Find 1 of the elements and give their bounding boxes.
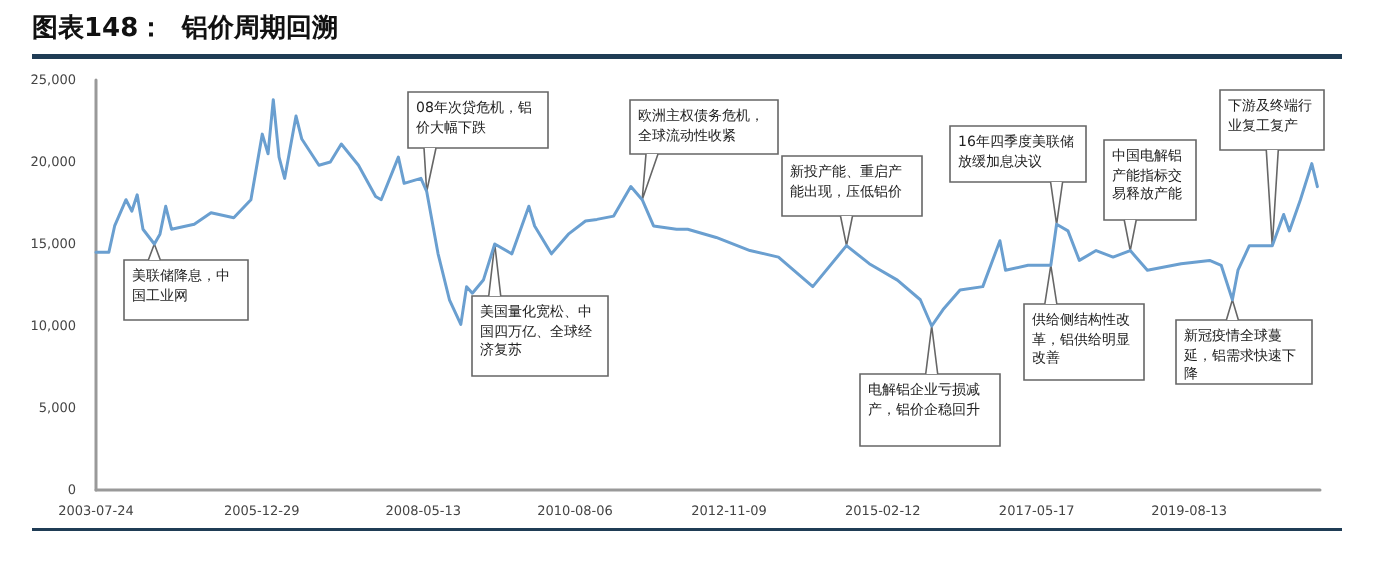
chart-title: 图表148： 铝价周期回溯: [32, 14, 339, 44]
